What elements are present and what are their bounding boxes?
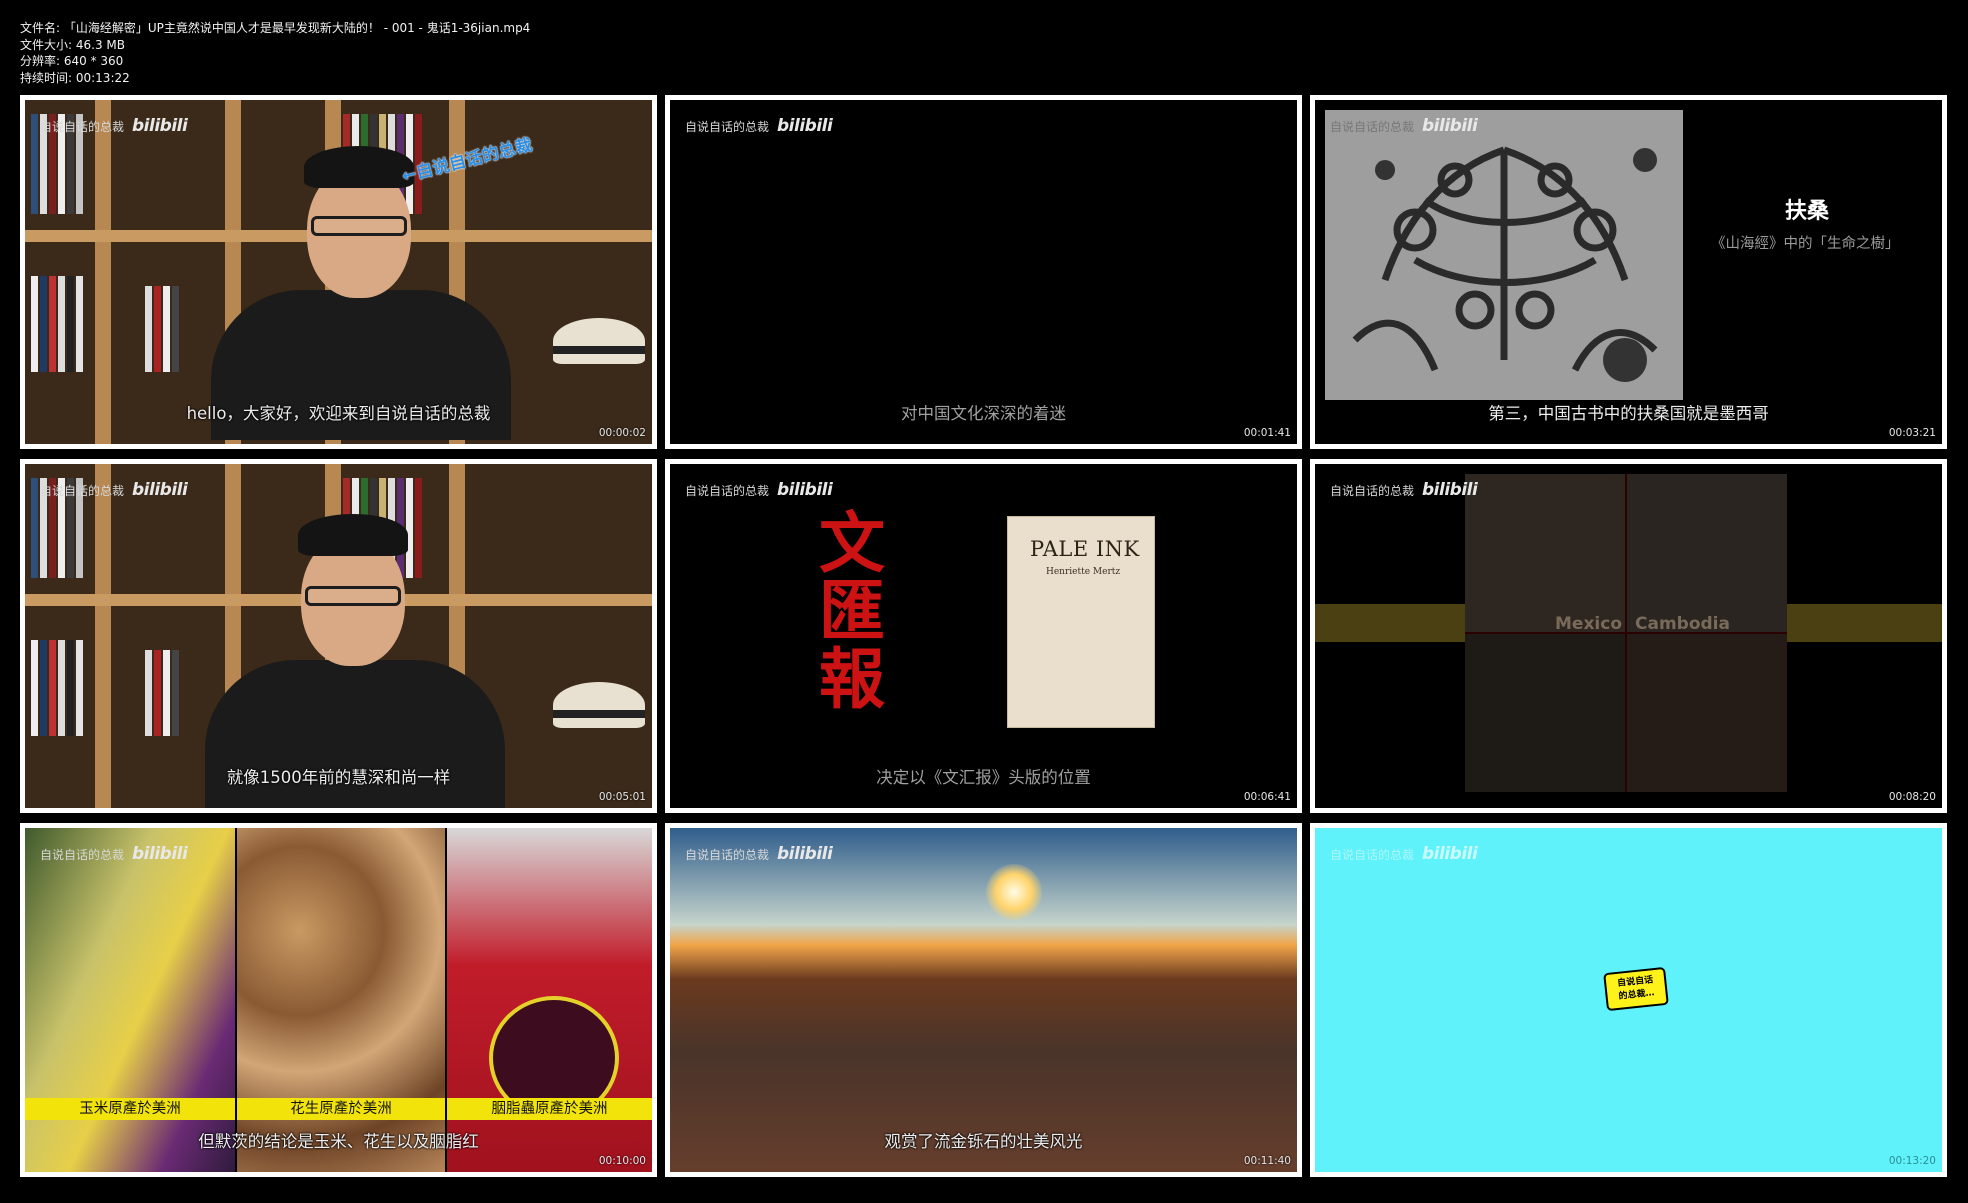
corn-image: [25, 828, 235, 1172]
pale-ink-book-cover: PALE INK Henriette Mertz: [1007, 516, 1155, 728]
timestamp: 00:13:20: [1888, 1155, 1936, 1167]
file-size: 文件大小: 46.3 MB: [20, 37, 125, 52]
label-mexico: Mexico: [1555, 614, 1622, 634]
thumbnail-2[interactable]: 自说自话的总裁 bilibili 对中国文化深深的着迷 00:01:41: [665, 95, 1302, 449]
file-name: 文件名: 「山海经解密」UP主竟然说中国人才是最早发现新大陆的！ - 001 -…: [20, 21, 531, 35]
thumbnail-8[interactable]: 自说自话的总裁 bilibili 观赏了流金铄石的壮美风光 00:11:40: [665, 823, 1302, 1177]
subtitle: 对中国文化深深的着迷: [901, 404, 1066, 423]
subtitle: 第三，中国古书中的扶桑国就是墨西哥: [1488, 404, 1769, 423]
watermark: 自说自话的总裁 bilibili: [685, 844, 833, 864]
thumbnail-7[interactable]: 玉米原產於美洲 花生原產於美洲 胭脂蟲原產於美洲 自说自话的总裁 bilibili…: [20, 823, 657, 1177]
peanut-image: [237, 828, 445, 1172]
watermark: 自说自话的总裁 bilibili: [1330, 116, 1478, 136]
label-cochineal: 胭脂蟲原產於美洲: [447, 1098, 652, 1120]
file-duration: 持续时间: 00:13:22: [20, 70, 130, 85]
subtitle: hello，大家好，欢迎来到自说自话的总裁: [186, 404, 491, 423]
channel-speech-bubble: 自说自话 的总裁…: [1603, 966, 1669, 1012]
mexico-cambodia-mosaic: [1465, 474, 1787, 792]
thumbnail-5[interactable]: 文匯報 PALE INK Henriette Mertz 自说自话的总裁 bili…: [665, 459, 1302, 813]
thumbnail-4[interactable]: 自说自话的总裁 bilibili 就像1500年前的慧深和尚一样 00:05:01: [20, 459, 657, 813]
thumbnail-1[interactable]: ←自说自话的总裁 自说自话的总裁 bilibili hello，大家好，欢迎来到自…: [20, 95, 657, 449]
file-info: 文件名: 「山海经解密」UP主竟然说中国人才是最早发现新大陆的！ - 001 -…: [20, 20, 530, 86]
watermark: 自说自话的总裁 bilibili: [40, 844, 188, 864]
stone-rubbing-image: [1325, 110, 1683, 400]
watermark: 自说自话的总裁 bilibili: [40, 480, 188, 500]
fusang-title: 扶桑: [1785, 199, 1830, 224]
timestamp: 00:08:20: [1888, 791, 1936, 803]
label-cambodia: Cambodia: [1635, 614, 1730, 634]
label-corn: 玉米原產於美洲: [25, 1098, 235, 1120]
watermark: 自说自话的总裁 bilibili: [40, 116, 188, 136]
file-resolution: 分辨率: 640 * 360: [20, 54, 124, 68]
canyon-sunset-image: [670, 828, 1297, 1172]
timestamp: 00:00:02: [598, 427, 646, 439]
thumbnail-9[interactable]: 自说自话 的总裁… 自说自话的总裁 bilibili 00:13:20: [1310, 823, 1947, 1177]
subtitle: 但默茨的结论是玉米、花生以及胭脂红: [198, 1132, 479, 1151]
timestamp: 00:01:41: [1243, 427, 1291, 439]
watermark: 自说自话的总裁 bilibili: [1330, 844, 1478, 864]
watermark: 自说自话的总裁 bilibili: [685, 480, 833, 500]
subtitle: 就像1500年前的慧深和尚一样: [226, 768, 451, 787]
thumbnail-3[interactable]: 扶桑 《山海經》中的「生命之樹」 自说自话的总裁 bilibili 第三，中国古书…: [1310, 95, 1947, 449]
sun: [986, 864, 1042, 920]
timestamp: 00:11:40: [1243, 1155, 1291, 1167]
thumbnail-6[interactable]: Mexico Cambodia 自说自话的总裁 bilibili 00:08:20: [1310, 459, 1947, 813]
watermark: 自说自话的总裁 bilibili: [1330, 480, 1478, 500]
label-peanut: 花生原產於美洲: [237, 1098, 445, 1120]
subtitle: 决定以《文汇报》头版的位置: [876, 768, 1091, 787]
timestamp: 00:05:01: [598, 791, 646, 803]
subtitle: 观赏了流金铄石的壮美风光: [884, 1132, 1083, 1151]
timestamp: 00:03:21: [1888, 427, 1936, 439]
wenhui-newspaper-logo: 文匯報: [819, 504, 885, 718]
cochineal-image: [447, 828, 652, 1172]
timestamp: 00:06:41: [1243, 791, 1291, 803]
watermark: 自说自话的总裁 bilibili: [685, 116, 833, 136]
thumbnail-grid: ←自说自话的总裁 自说自话的总裁 bilibili hello，大家好，欢迎来到自…: [20, 95, 1948, 1185]
timestamp: 00:10:00: [598, 1155, 646, 1167]
fusang-caption: 《山海經》中的「生命之樹」: [1711, 236, 1900, 252]
